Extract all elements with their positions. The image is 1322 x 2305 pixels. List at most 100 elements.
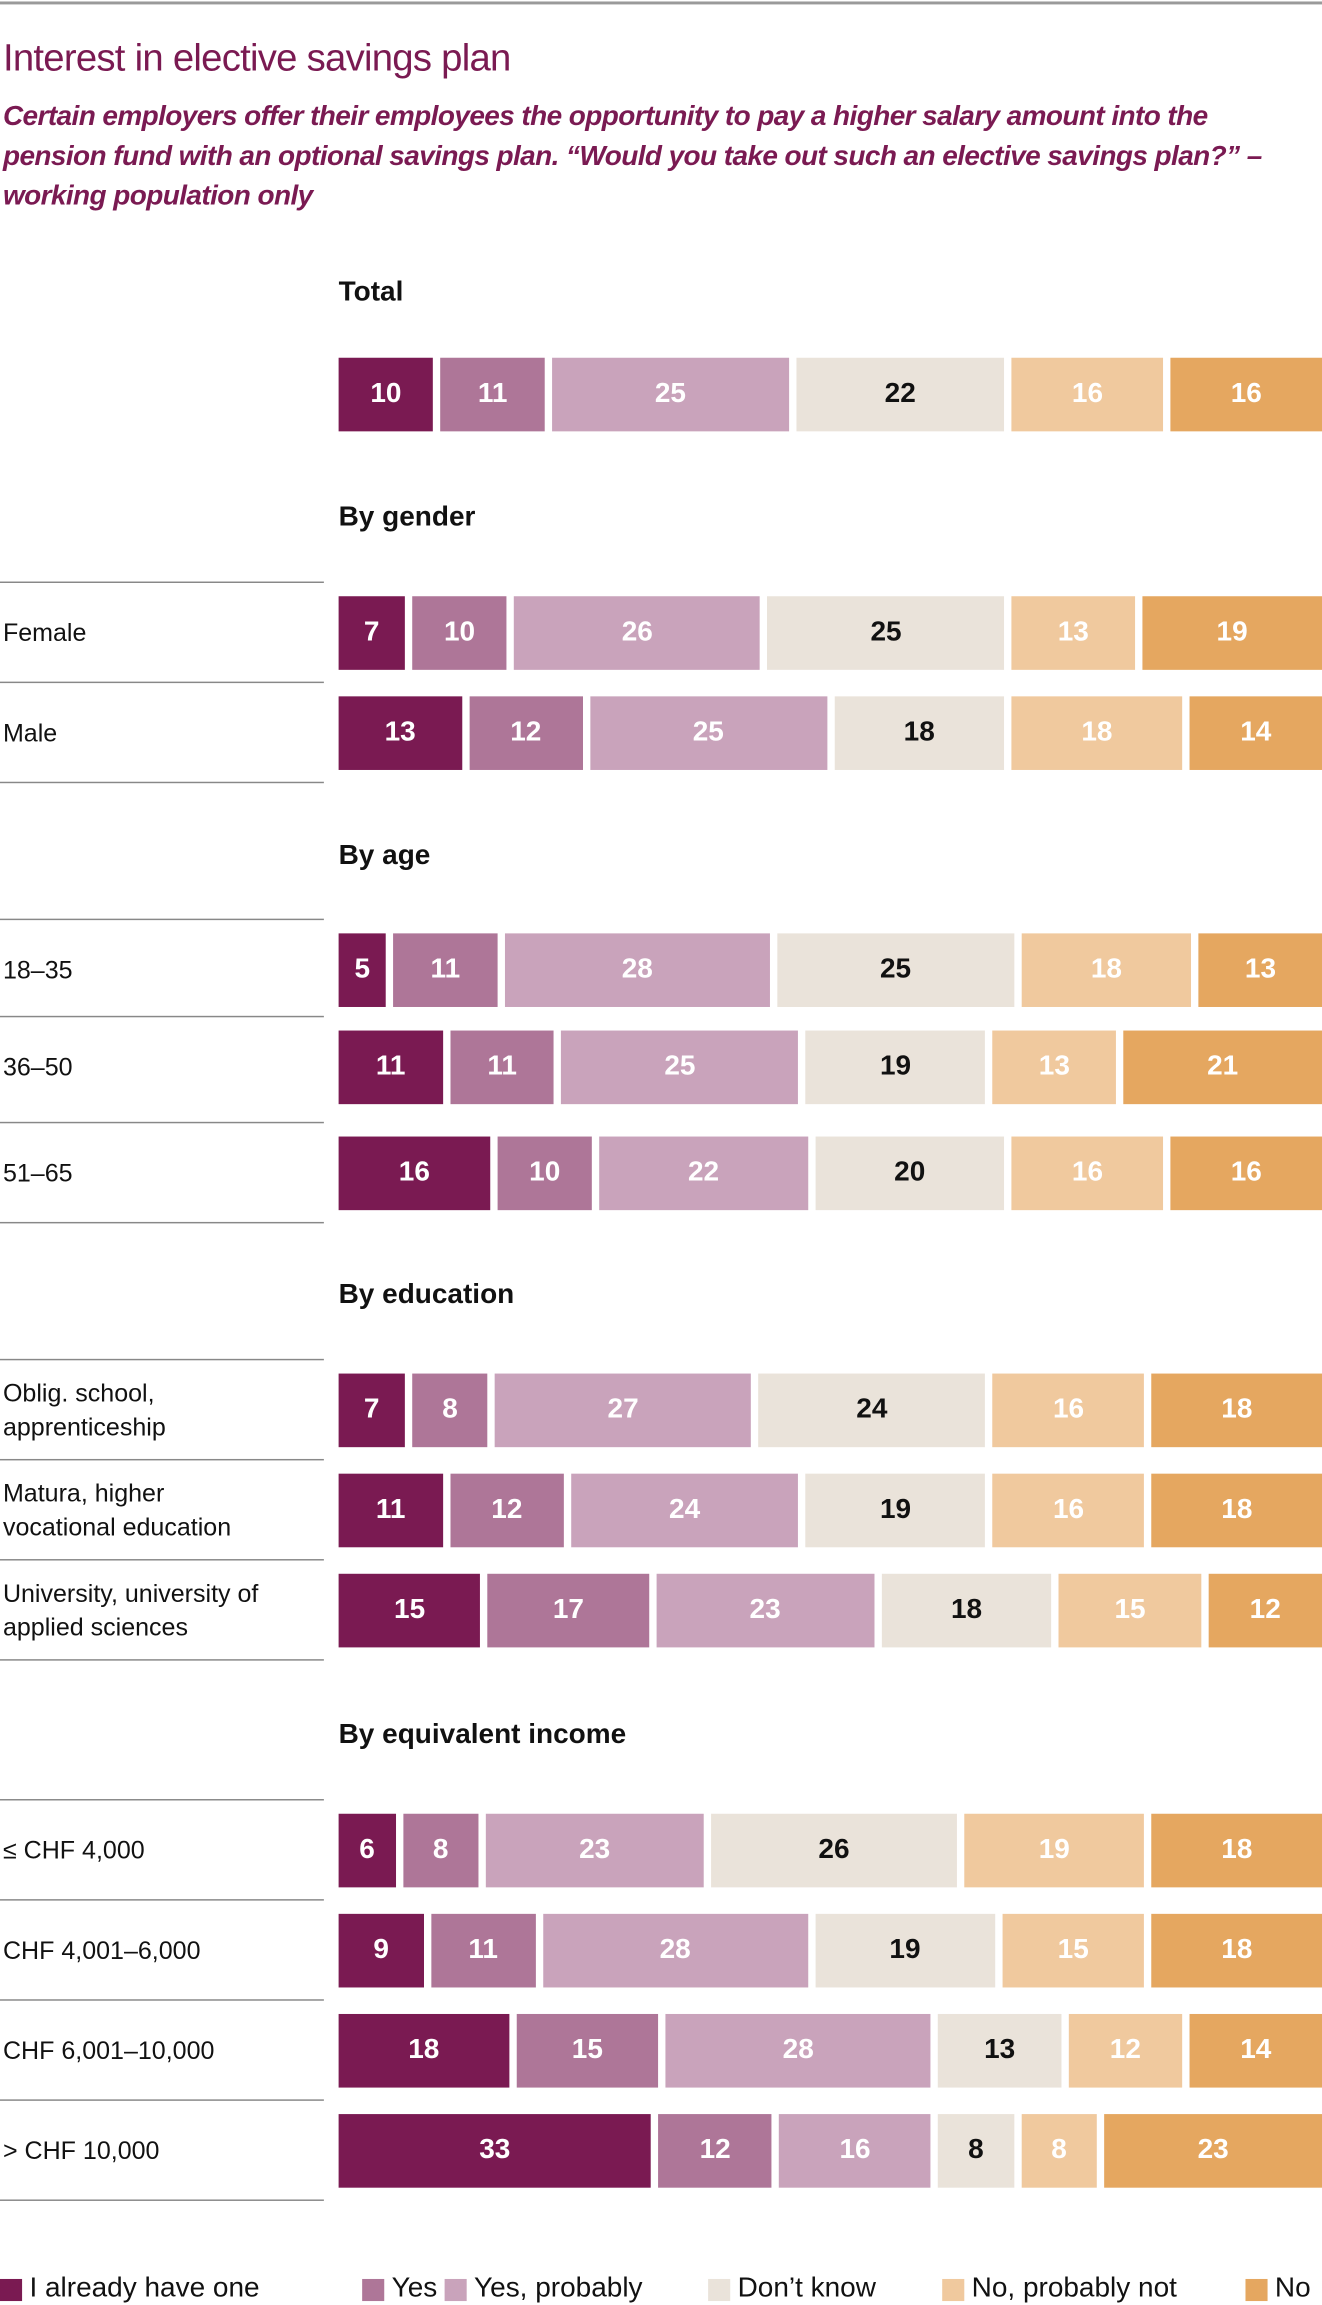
- bar-segment-i-already-have-one: 7: [338, 1373, 405, 1448]
- legend-item: Yes, probably: [444, 2273, 643, 2305]
- legend-label: Don’t know: [737, 2273, 876, 2304]
- bar-segment-yes-probably: 27: [495, 1373, 751, 1448]
- row-label: Male: [2, 719, 58, 748]
- bar-segment-yes: 17: [487, 1573, 649, 1648]
- bar-segment-i-already-have-one: 16: [338, 1136, 491, 1211]
- bar-segment-no: 18: [1151, 1913, 1322, 1988]
- row-label: CHF 4,001–6,000: [2, 1936, 201, 1965]
- row-divider: [0, 1899, 324, 1901]
- bar-segment-don-t-know: 8: [938, 2114, 1014, 2188]
- bar-segment-no: 13: [1198, 933, 1322, 1007]
- bar-segment-yes-probably: 24: [571, 1473, 799, 1548]
- row-label: Oblig. school, apprenticeship: [2, 1379, 166, 1442]
- row-divider: [0, 918, 324, 921]
- bar-segment-don-t-know: 18: [834, 696, 1005, 770]
- bar-segment-i-already-have-one: 9: [338, 1913, 424, 1988]
- bar-segment-no-probably-not: 13: [992, 1030, 1116, 1105]
- row-label: 51–65: [2, 1159, 73, 1188]
- bar-segment-yes: 10: [497, 1136, 593, 1211]
- bar-segment-yes: 12: [469, 696, 583, 770]
- legend-item: No: [1245, 2273, 1311, 2305]
- bar-segment-yes: 8: [402, 1813, 479, 1888]
- bar-segment-no: 12: [1208, 1573, 1322, 1648]
- section-heading: Total: [338, 276, 404, 308]
- bar-segment-yes: 10: [412, 596, 507, 670]
- legend-item: No, probably not: [942, 2273, 1177, 2305]
- row-label: 18–35: [2, 956, 73, 985]
- bar-segment-yes: 11: [393, 933, 498, 1007]
- bar-segment-yes-probably: 16: [779, 2114, 931, 2188]
- legend-swatch: [1245, 2278, 1268, 2301]
- row-divider: [0, 1221, 324, 1224]
- legend-swatch: [942, 2278, 965, 2301]
- bar-segment-no: 18: [1151, 1813, 1322, 1888]
- row-label: CHF 6,001–10,000: [2, 2036, 215, 2065]
- row-label: Matura, higher vocational education: [2, 1479, 232, 1542]
- chart-title: Interest in elective savings plan: [2, 35, 511, 80]
- row-label: Female: [2, 619, 87, 648]
- bar-segment-i-already-have-one: 13: [338, 696, 462, 770]
- bar-segment-no-probably-not: 8: [1021, 2114, 1097, 2188]
- bar-segment-no-probably-not: 12: [1068, 2013, 1183, 2088]
- bar-segment-don-t-know: 19: [805, 1030, 986, 1105]
- bar-segment-no-probably-not: 18: [1011, 696, 1183, 770]
- row-divider: [0, 1458, 324, 1461]
- bar-segment-yes-probably: 23: [656, 1573, 874, 1648]
- bar-segment-don-t-know: 19: [805, 1473, 986, 1548]
- bar-segment-no-probably-not: 15: [1059, 1573, 1202, 1648]
- bar-segment-yes: 15: [516, 2013, 659, 2088]
- bar-segment-i-already-have-one: 7: [338, 596, 405, 670]
- legend-swatch: [444, 2278, 467, 2301]
- section-heading: By education: [338, 1279, 515, 1311]
- bar-segment-no: 21: [1123, 1030, 1322, 1105]
- row-label: University, university of applied scienc…: [2, 1579, 259, 1642]
- row-divider: [0, 1358, 324, 1361]
- row-divider: [0, 781, 324, 784]
- bar-segment-don-t-know: 24: [758, 1373, 986, 1448]
- bar-segment-no-probably-not: 19: [964, 1813, 1145, 1888]
- row-divider: [0, 1121, 324, 1124]
- legend-swatch: [362, 2278, 385, 2301]
- bar-segment-yes: 12: [658, 2114, 772, 2188]
- row-divider: [0, 1659, 324, 1661]
- row-label: 36–50: [2, 1053, 73, 1082]
- row-divider: [0, 581, 324, 583]
- bar-segment-no-probably-not: 16: [992, 1473, 1145, 1548]
- bar-segment-i-already-have-one: 33: [338, 2114, 651, 2188]
- bar-segment-i-already-have-one: 18: [338, 2013, 509, 2088]
- row-divider: [0, 1999, 324, 2001]
- bar-segment-no: 18: [1151, 1373, 1322, 1448]
- bar-segment-no: 14: [1189, 2013, 1322, 2088]
- bar-segment-yes-probably: 28: [504, 933, 770, 1007]
- bar-segment-yes-probably: 28: [542, 1913, 808, 1988]
- bar-segment-no-probably-not: 16: [1011, 357, 1164, 432]
- bar-segment-yes-probably: 25: [552, 357, 789, 432]
- bar-segment-no-probably-not: 18: [1021, 933, 1192, 1007]
- section-heading: By gender: [338, 502, 476, 533]
- bar-segment-no: 14: [1189, 696, 1322, 770]
- row-divider: [0, 2199, 324, 2201]
- row-label: > CHF 10,000: [2, 2136, 160, 2165]
- section-heading: By equivalent income: [338, 1719, 627, 1751]
- bar-segment-don-t-know: 22: [796, 357, 1005, 432]
- legend-item: I already have one: [0, 2273, 260, 2305]
- bar-segment-i-already-have-one: 5: [338, 933, 386, 1007]
- bar-segment-no-probably-not: 13: [1011, 596, 1135, 670]
- bar-segment-yes-probably: 22: [599, 1136, 808, 1211]
- bar-segment-yes-probably: 25: [561, 1030, 799, 1105]
- bar-segment-no-probably-not: 16: [1011, 1136, 1164, 1211]
- bar-segment-don-t-know: 19: [815, 1913, 995, 1988]
- bar-segment-i-already-have-one: 6: [338, 1813, 396, 1888]
- bar-segment-i-already-have-one: 15: [338, 1573, 481, 1648]
- legend-label: No: [1274, 2273, 1311, 2304]
- bar-segment-don-t-know: 25: [767, 596, 1005, 670]
- legend-label: No, probably not: [971, 2273, 1177, 2304]
- legend-item: Don’t know: [708, 2273, 876, 2305]
- bar-segment-no: 16: [1170, 357, 1322, 432]
- bar-segment-no-probably-not: 16: [992, 1373, 1145, 1448]
- row-divider: [0, 681, 324, 684]
- bar-segment-no: 18: [1151, 1473, 1322, 1548]
- bar-segment-yes-probably: 23: [485, 1813, 704, 1888]
- bar-segment-no-probably-not: 15: [1002, 1913, 1145, 1988]
